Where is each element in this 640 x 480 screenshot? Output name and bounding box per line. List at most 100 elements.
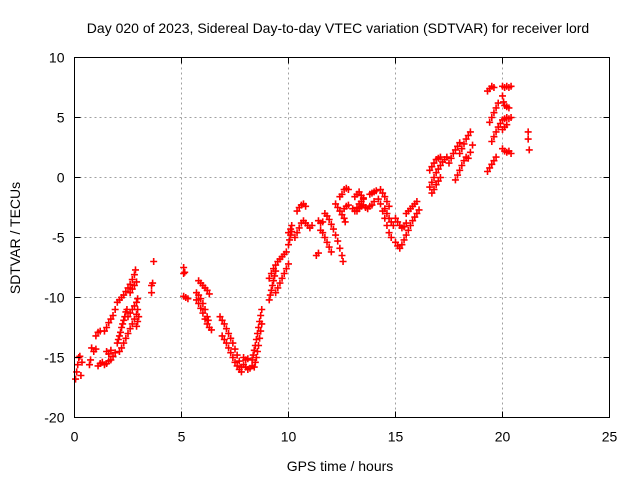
data-point bbox=[456, 139, 464, 147]
data-point bbox=[406, 222, 414, 229]
data-point bbox=[334, 237, 342, 245]
data-point bbox=[413, 198, 421, 205]
data-point bbox=[398, 241, 406, 249]
data-point bbox=[451, 146, 459, 154]
data-point bbox=[329, 225, 337, 233]
x-axis-title: GPS time / hours bbox=[287, 458, 394, 474]
data-point bbox=[321, 234, 329, 241]
data-point bbox=[402, 219, 410, 227]
data-point bbox=[394, 218, 402, 226]
data-point bbox=[150, 258, 158, 265]
data-point bbox=[525, 146, 533, 154]
y-tick-label: 5 bbox=[57, 110, 65, 126]
data-point bbox=[338, 252, 346, 259]
data-point bbox=[229, 354, 237, 361]
data-point bbox=[134, 318, 142, 325]
data-point bbox=[411, 213, 419, 221]
data-point bbox=[392, 214, 399, 222]
data-point bbox=[460, 140, 468, 148]
data-point bbox=[359, 194, 367, 202]
data-point bbox=[486, 118, 494, 126]
data-point bbox=[488, 138, 496, 145]
y-tick-label: -5 bbox=[52, 230, 65, 246]
data-point bbox=[130, 302, 138, 310]
data-point bbox=[293, 207, 301, 215]
data-point bbox=[344, 201, 352, 209]
data-point bbox=[199, 309, 207, 317]
data-point bbox=[107, 346, 115, 354]
data-point bbox=[267, 286, 275, 294]
data-point bbox=[396, 244, 404, 252]
data-point bbox=[268, 282, 276, 289]
data-point bbox=[494, 123, 502, 131]
data-point bbox=[282, 248, 290, 256]
data-point bbox=[201, 306, 209, 313]
data-point bbox=[148, 289, 156, 297]
data-point bbox=[323, 238, 331, 246]
data-point bbox=[103, 324, 111, 331]
y-tick-label: -20 bbox=[44, 410, 64, 426]
data-point bbox=[72, 375, 80, 383]
data-point bbox=[327, 248, 335, 256]
data-point bbox=[197, 295, 205, 303]
data-point bbox=[464, 132, 472, 139]
data-point bbox=[195, 291, 203, 299]
data-point bbox=[124, 313, 132, 321]
data-point bbox=[282, 265, 290, 273]
data-point bbox=[469, 141, 477, 149]
data-point bbox=[286, 236, 294, 244]
data-point bbox=[265, 296, 273, 304]
data-point bbox=[285, 229, 292, 237]
data-point bbox=[428, 189, 436, 197]
data-point bbox=[377, 186, 385, 193]
data-point bbox=[109, 352, 117, 360]
data-point bbox=[368, 201, 376, 209]
data-point bbox=[117, 328, 125, 336]
data-point bbox=[492, 128, 500, 136]
data-point bbox=[267, 270, 275, 277]
data-point bbox=[113, 339, 121, 347]
data-point bbox=[507, 114, 515, 121]
data-point bbox=[341, 218, 349, 226]
data-point bbox=[229, 339, 237, 347]
data-point bbox=[454, 142, 462, 150]
data-point bbox=[222, 325, 230, 333]
data-point bbox=[285, 241, 292, 249]
data-point bbox=[462, 135, 470, 143]
data-point bbox=[231, 358, 239, 366]
data-point bbox=[383, 198, 391, 205]
data-point bbox=[203, 286, 211, 294]
data-point bbox=[78, 358, 86, 366]
data-point bbox=[490, 109, 498, 117]
data-point bbox=[486, 164, 494, 172]
data-point bbox=[115, 348, 123, 355]
data-point bbox=[377, 200, 385, 208]
data-point bbox=[308, 222, 316, 229]
data-point bbox=[413, 210, 421, 217]
data-point bbox=[126, 325, 134, 333]
data-point bbox=[488, 160, 496, 168]
data-point bbox=[126, 289, 134, 297]
data-point bbox=[372, 187, 380, 195]
data-point bbox=[128, 306, 136, 313]
data-point bbox=[128, 320, 136, 328]
data-point bbox=[484, 168, 492, 175]
grid bbox=[74, 57, 610, 418]
data-point bbox=[233, 351, 241, 359]
data-point bbox=[192, 296, 200, 304]
data-point bbox=[252, 354, 260, 361]
data-point bbox=[107, 315, 115, 323]
data-point bbox=[426, 166, 434, 174]
data-point bbox=[131, 266, 139, 274]
data-point bbox=[233, 362, 241, 370]
data-point bbox=[257, 312, 265, 319]
data-point bbox=[291, 234, 299, 241]
data-point bbox=[451, 176, 459, 184]
x-tick-label: 25 bbox=[602, 429, 618, 445]
data-point bbox=[227, 349, 235, 357]
data-point bbox=[370, 198, 378, 205]
data-point bbox=[220, 320, 228, 328]
data-point bbox=[122, 288, 130, 295]
data-point bbox=[374, 195, 382, 203]
